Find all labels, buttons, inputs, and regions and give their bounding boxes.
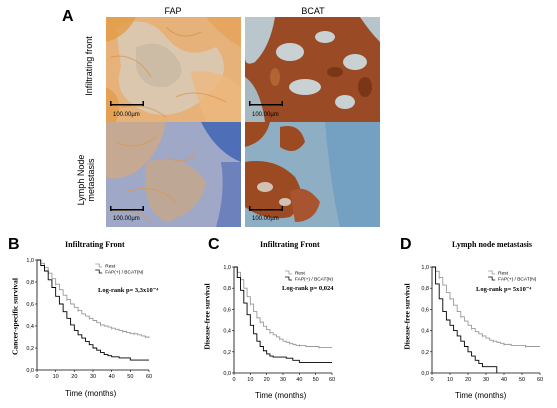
km-plot-b: 0,0 0,2 0,4 0,6 0,8 1,0 0 10 20 30 40 50 60 RestFAP(+…	[26, 258, 152, 380]
y-tick-label: 0,4	[421, 329, 429, 335]
row-label-lymph-node-line1: Lymph Node	[76, 154, 86, 206]
panel-d-letter: D	[400, 236, 412, 253]
chart-d-xlabel: Time (months)	[455, 391, 507, 400]
legend-swatch	[95, 269, 103, 274]
chart-d-title: Lymph node metastasis	[452, 240, 533, 249]
series-line-fap-bcat	[432, 266, 498, 373]
y-tick-label: 0,8	[223, 286, 231, 292]
y-tick-label: 0,0	[223, 371, 231, 377]
y-tick-label: 0,6	[223, 307, 231, 313]
chart-b-logrank: Log-rank p= 3,3x10⁻⁴	[98, 287, 159, 294]
legend-swatch	[488, 276, 496, 281]
x-tick-label: 30	[483, 377, 489, 383]
chart-c-xlabel: Time (months)	[255, 391, 307, 400]
chart-d-logrank: Log-rank p= 5x10⁻⁴	[476, 286, 532, 293]
x-tick-label: 0	[35, 374, 38, 380]
y-tick-label: 0,8	[26, 280, 34, 286]
x-tick-label: 60	[537, 377, 543, 383]
y-tick-label: 0,6	[421, 307, 429, 313]
chart-d: 0,0 0,2 0,4 0,6 0,8 1,0 0 10 20 30 40 50 60 Rest FAP(+…	[410, 255, 548, 394]
y-tick-label: 0,0	[26, 368, 34, 374]
series-line-fap-bcat	[234, 266, 332, 363]
x-tick-label: 20	[465, 377, 471, 383]
y-tick-label: 1,0	[223, 265, 231, 271]
scale-label-3: 100.00µm	[113, 216, 140, 222]
chart-c: 0,0 0,2 0,4 0,6 0,8 1,0 0 10 20 30 40 50 60 Rest FAP(+…	[212, 255, 342, 394]
legend-label: FAP(+) / BCAT(N)	[105, 270, 144, 276]
x-tick-label: 50	[313, 377, 319, 383]
micrograph-bcat-infiltrating-front	[245, 17, 380, 122]
micrograph-fap-infiltrating-front	[106, 17, 241, 122]
row-label-lymph-node: Lymph Node metastasis	[76, 130, 100, 230]
y-tick-label: 0,2	[26, 346, 34, 352]
x-tick-label: 40	[501, 377, 507, 383]
y-tick-label: 0,0	[421, 371, 429, 377]
x-tick-label: 20	[264, 377, 270, 383]
legend-label: Rest	[295, 271, 306, 277]
chart-c-logrank: Log-rank p= 0,024	[282, 285, 334, 292]
legend-label: Rest	[105, 264, 116, 270]
chart-b-title: Infiltrating Front	[65, 240, 125, 249]
legend-swatch	[284, 276, 292, 281]
km-plot-c: 0,0 0,2 0,4 0,6 0,8 1,0 0 10 20 30 40 50 60 RestFAP(+…	[223, 265, 335, 383]
y-tick-label: 0,4	[223, 329, 231, 335]
y-tick-label: 0,2	[223, 350, 231, 356]
chart-b-xlabel: Time (months)	[65, 389, 117, 398]
micrograph-bcat-lymph-node	[245, 122, 380, 227]
x-tick-label: 40	[109, 374, 115, 380]
scale-label-4: 100.00µm	[252, 216, 279, 222]
row-label-lymph-node-line2: metastasis	[86, 158, 96, 202]
x-tick-label: 50	[519, 377, 525, 383]
x-tick-label: 10	[247, 377, 253, 383]
x-tick-label: 60	[146, 374, 152, 380]
km-plot-d: 0,0 0,2 0,4 0,6 0,8 1,0 0 10 20 30 40 50 60 RestFAP(+…	[421, 265, 543, 383]
column-label-fap: FAP	[164, 6, 182, 16]
legend-label: FAP(+) / BCAT(N)	[498, 277, 537, 283]
panel-a-letter: A	[62, 8, 74, 25]
row-label-infiltrating-front: Infiltrating front	[84, 36, 94, 96]
x-tick-label: 40	[296, 377, 302, 383]
chart-c-title: Infiltrating Front	[260, 240, 320, 249]
series-line-fap-bcat	[37, 259, 149, 361]
legend-swatch	[95, 263, 103, 268]
chart-b: 0,0 0,2 0,4 0,6 0,8 1,0 0 10 20 30 40 50 60 Rest FAP(+…	[15, 252, 155, 394]
x-tick-label: 20	[71, 374, 77, 380]
x-tick-label: 60	[329, 377, 335, 383]
y-tick-label: 0,6	[26, 302, 34, 308]
y-tick-label: 1,0	[421, 265, 429, 271]
series-line-rest	[234, 266, 332, 349]
scale-label-2: 100.00µm	[252, 112, 279, 118]
legend-swatch	[488, 270, 496, 275]
x-tick-label: 30	[90, 374, 96, 380]
panel-c-letter: C	[208, 236, 220, 253]
x-tick-label: 0	[232, 377, 235, 383]
y-tick-label: 1,0	[26, 258, 34, 264]
x-tick-label: 50	[127, 374, 133, 380]
micrograph-fap-lymph-node	[106, 122, 241, 227]
scale-label-1: 100.00µm	[113, 112, 140, 118]
legend-label: FAP(+) / BCAT(N)	[295, 277, 334, 283]
column-label-bcat: BCAT	[301, 6, 325, 16]
legend-label: Rest	[498, 271, 509, 277]
chart-c-ylabel: Disease-free survival	[202, 283, 212, 350]
y-tick-label: 0,8	[421, 286, 429, 292]
y-tick-label: 0,2	[421, 350, 429, 356]
x-tick-label: 10	[53, 374, 59, 380]
x-tick-label: 10	[447, 377, 453, 383]
x-tick-label: 0	[430, 377, 433, 383]
legend-swatch	[284, 270, 292, 275]
y-tick-label: 0,4	[26, 324, 34, 330]
panel-b-letter: B	[8, 236, 20, 253]
x-tick-label: 30	[280, 377, 286, 383]
